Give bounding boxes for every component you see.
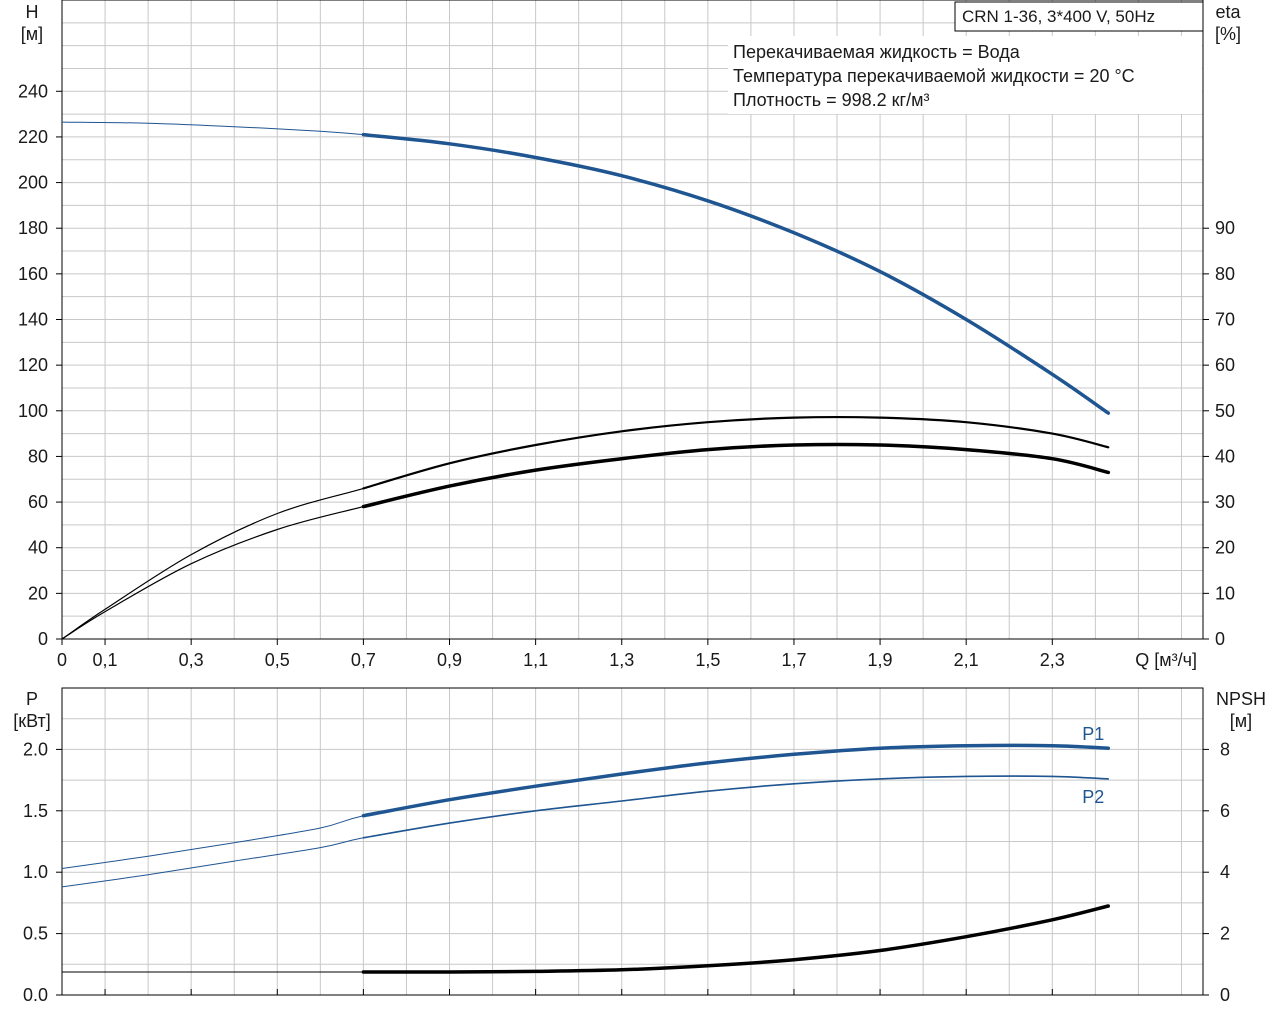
- y-left-axis-label: P: [26, 689, 38, 709]
- y-left-tick-label: 180: [18, 218, 48, 238]
- curve-eta_total-duty-line: [361, 442, 1111, 509]
- x-tick-label: 1,1: [523, 650, 548, 670]
- curve-eta_total-line: [61, 443, 1109, 640]
- y-right-tick-label: 0: [1220, 985, 1230, 1005]
- y-left-tick-label: 1.0: [23, 862, 48, 882]
- y-right-tick-label: 40: [1215, 446, 1235, 466]
- y-right-tick-label: 80: [1215, 264, 1235, 284]
- x-tick-label: 0,5: [265, 650, 290, 670]
- info-model-label: CRN 1-36, 3*400 V, 50Hz: [962, 7, 1155, 26]
- y-right-tick-label: 10: [1215, 583, 1235, 603]
- y-left-tick-label: 0.0: [23, 985, 48, 1005]
- y-left-tick-label: 200: [18, 173, 48, 193]
- x-tick-label: 1,3: [609, 650, 634, 670]
- head-efficiency-chart: 020406080100120140160180200220240H[м]010…: [18, 0, 1241, 670]
- x-tick-label: 0,1: [93, 650, 118, 670]
- series-label-P1: P1: [1082, 724, 1104, 744]
- y-left-axis-label: H: [26, 2, 39, 22]
- curve-P1-duty-line: [361, 743, 1111, 818]
- x-tick-label: 1,5: [695, 650, 720, 670]
- power-npsh-chart: 0.0 0.5 1.0 1.5 2.0 P[кВт] 0 2 4 6 8 NPSH[м] P1 P2: [13, 687, 1266, 1005]
- y-left-tick-label: 120: [18, 355, 48, 375]
- curve-H-duty-line: [361, 132, 1111, 415]
- y-left-tick-label: 60: [28, 492, 48, 512]
- info-box: CRN 1-36, 3*400 V, 50Hz Перекачиваемая ж…: [728, 1, 1204, 114]
- x-tick-label: 0,9: [437, 650, 462, 670]
- curve-eta_pump-line: [61, 416, 1109, 640]
- x-tick-label: 2,1: [954, 650, 979, 670]
- x-tick-label: 0,7: [351, 650, 376, 670]
- y-left-tick-label: 140: [18, 310, 48, 330]
- info-model-box: [954, 1, 1204, 32]
- x-tick-label: 1,7: [781, 650, 806, 670]
- y-right-tick-label: 6: [1220, 801, 1230, 821]
- info-line-density: Плотность = 998.2 кг/м³: [733, 90, 929, 110]
- y-right-tick-label: 4: [1220, 862, 1230, 882]
- y-right-axis-label: eta: [1215, 2, 1241, 22]
- y-left-tick-label: 80: [28, 446, 48, 466]
- y-right-tick-label: 60: [1215, 355, 1235, 375]
- y-right-axis-unit: [%]: [1215, 24, 1241, 44]
- info-text-background: [728, 36, 1202, 114]
- y-right-axis-label: NPSH: [1216, 689, 1266, 709]
- y-left-tick-label: 100: [18, 401, 48, 421]
- y-left-tick-label: 220: [18, 127, 48, 147]
- y-right-tick-label: 50: [1215, 401, 1235, 421]
- y-right-tick-label: 20: [1215, 538, 1235, 558]
- info-line-temperature: Температура перекачиваемой жидкости = 20…: [733, 66, 1135, 86]
- y-left-axis-unit: [кВт]: [13, 711, 51, 731]
- y-left-tick-label: 0.5: [23, 924, 48, 944]
- x-tick-label: 0: [57, 650, 67, 670]
- y-right-tick-label: 2: [1220, 924, 1230, 944]
- series-label-P2: P2: [1082, 787, 1104, 807]
- y-left-tick-label: 240: [18, 81, 48, 101]
- x-tick-label: 2,3: [1040, 650, 1065, 670]
- y-left-tick-label: 0: [38, 629, 48, 649]
- y-right-tick-label: 90: [1215, 218, 1235, 238]
- y-right-axis-unit: [м]: [1230, 711, 1252, 731]
- curve-NPSH-duty-line: [361, 904, 1111, 974]
- plot-frame: [61, 687, 1204, 996]
- y-right-tick-label: 0: [1215, 629, 1225, 649]
- y-left-tick-label: 2.0: [23, 739, 48, 759]
- y-right-tick-label: 70: [1215, 310, 1235, 330]
- x-axis-label: Q [м³/ч]: [1135, 650, 1197, 670]
- y-left-tick-label: 40: [28, 538, 48, 558]
- curve-P2-line: [61, 775, 1109, 888]
- y-left-axis-unit: [м]: [21, 24, 43, 44]
- y-left-tick-label: 160: [18, 264, 48, 284]
- y-right-tick-label: 8: [1220, 739, 1230, 759]
- curve-P1-line: [61, 744, 1109, 869]
- curve-eta_pump-duty-line: [362, 415, 1110, 490]
- x-tick-label: 0,3: [179, 650, 204, 670]
- info-line-liquid: Перекачиваемая жидкость = Вода: [733, 42, 1021, 62]
- curve-P2-duty-line: [362, 775, 1110, 839]
- x-tick-label: 1,9: [868, 650, 893, 670]
- y-right-tick-label: 30: [1215, 492, 1235, 512]
- y-left-tick-label: 1.5: [23, 801, 48, 821]
- y-left-tick-label: 20: [28, 583, 48, 603]
